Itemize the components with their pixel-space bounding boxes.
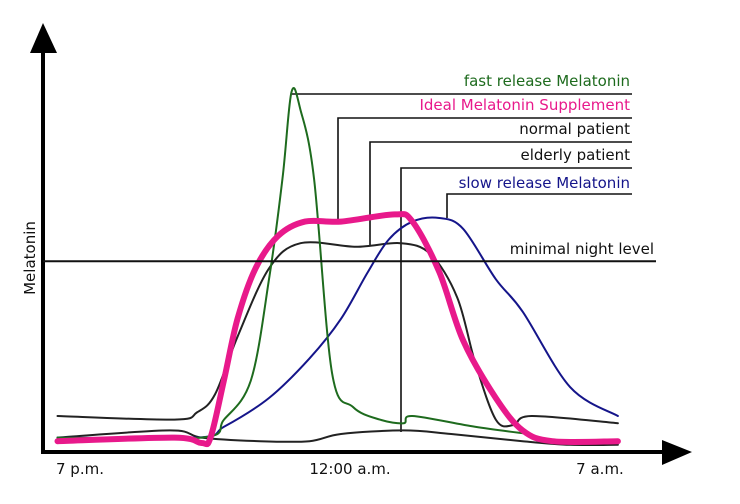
minimal-night-level-label: minimal night level: [510, 240, 654, 258]
legend-leaders: [292, 93, 632, 432]
x-tick-label: 7 a.m.: [576, 460, 624, 478]
leader-line: [369, 141, 632, 245]
legend-labels: fast release Melatonin Ideal Melatonin Su…: [419, 72, 630, 192]
legend-label: normal patient: [519, 120, 630, 138]
y-axis-label: Melatonin: [21, 221, 39, 295]
series-line-ideal-melatonin-supplement: [54, 211, 621, 448]
x-tick-label: 12:00 a.m.: [309, 460, 390, 478]
series-line-normal-patient: [56, 241, 619, 428]
reference-line-group: minimal night level: [43, 240, 656, 263]
y-axis-arrow-icon: [30, 23, 57, 53]
x-tick-label: 7 p.m.: [56, 460, 104, 478]
leader-line: [446, 193, 632, 218]
series-curves: [54, 86, 621, 448]
leader-line: [400, 167, 632, 432]
legend-label: slow release Melatonin: [459, 174, 630, 192]
series-line-fast-release-melatonin: [56, 86, 530, 440]
legend-label: fast release Melatonin: [464, 72, 630, 90]
leader-line: [337, 117, 632, 221]
legend-label: elderly patient: [520, 146, 630, 164]
series-line-elderly-patient: [56, 429, 619, 447]
x-axis-arrow-icon: [662, 440, 692, 465]
legend-label: Ideal Melatonin Supplement: [419, 96, 630, 114]
axes: [30, 23, 692, 465]
series-line-slow-release-melatonin: [56, 216, 619, 440]
